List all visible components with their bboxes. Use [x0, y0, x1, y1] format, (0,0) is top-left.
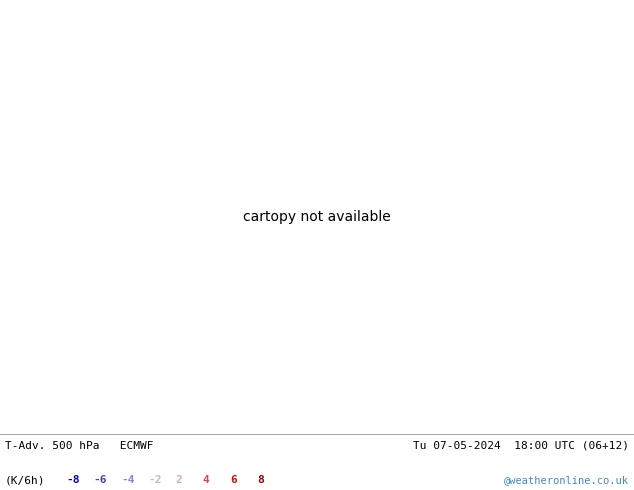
Text: -8: -8	[67, 475, 80, 486]
Text: Tu 07-05-2024  18:00 UTC (06+12): Tu 07-05-2024 18:00 UTC (06+12)	[413, 441, 629, 451]
Text: T-Adv. 500 hPa   ECMWF: T-Adv. 500 hPa ECMWF	[5, 441, 153, 451]
Text: (K/6h): (K/6h)	[5, 475, 46, 486]
Text: @weatheronline.co.uk: @weatheronline.co.uk	[504, 475, 629, 486]
Text: -4: -4	[121, 475, 134, 486]
Text: -6: -6	[94, 475, 107, 486]
Text: 8: 8	[257, 475, 264, 486]
Text: 6: 6	[230, 475, 237, 486]
Text: 4: 4	[203, 475, 210, 486]
Text: cartopy not available: cartopy not available	[243, 210, 391, 224]
Text: 2: 2	[176, 475, 183, 486]
Text: -2: -2	[148, 475, 162, 486]
